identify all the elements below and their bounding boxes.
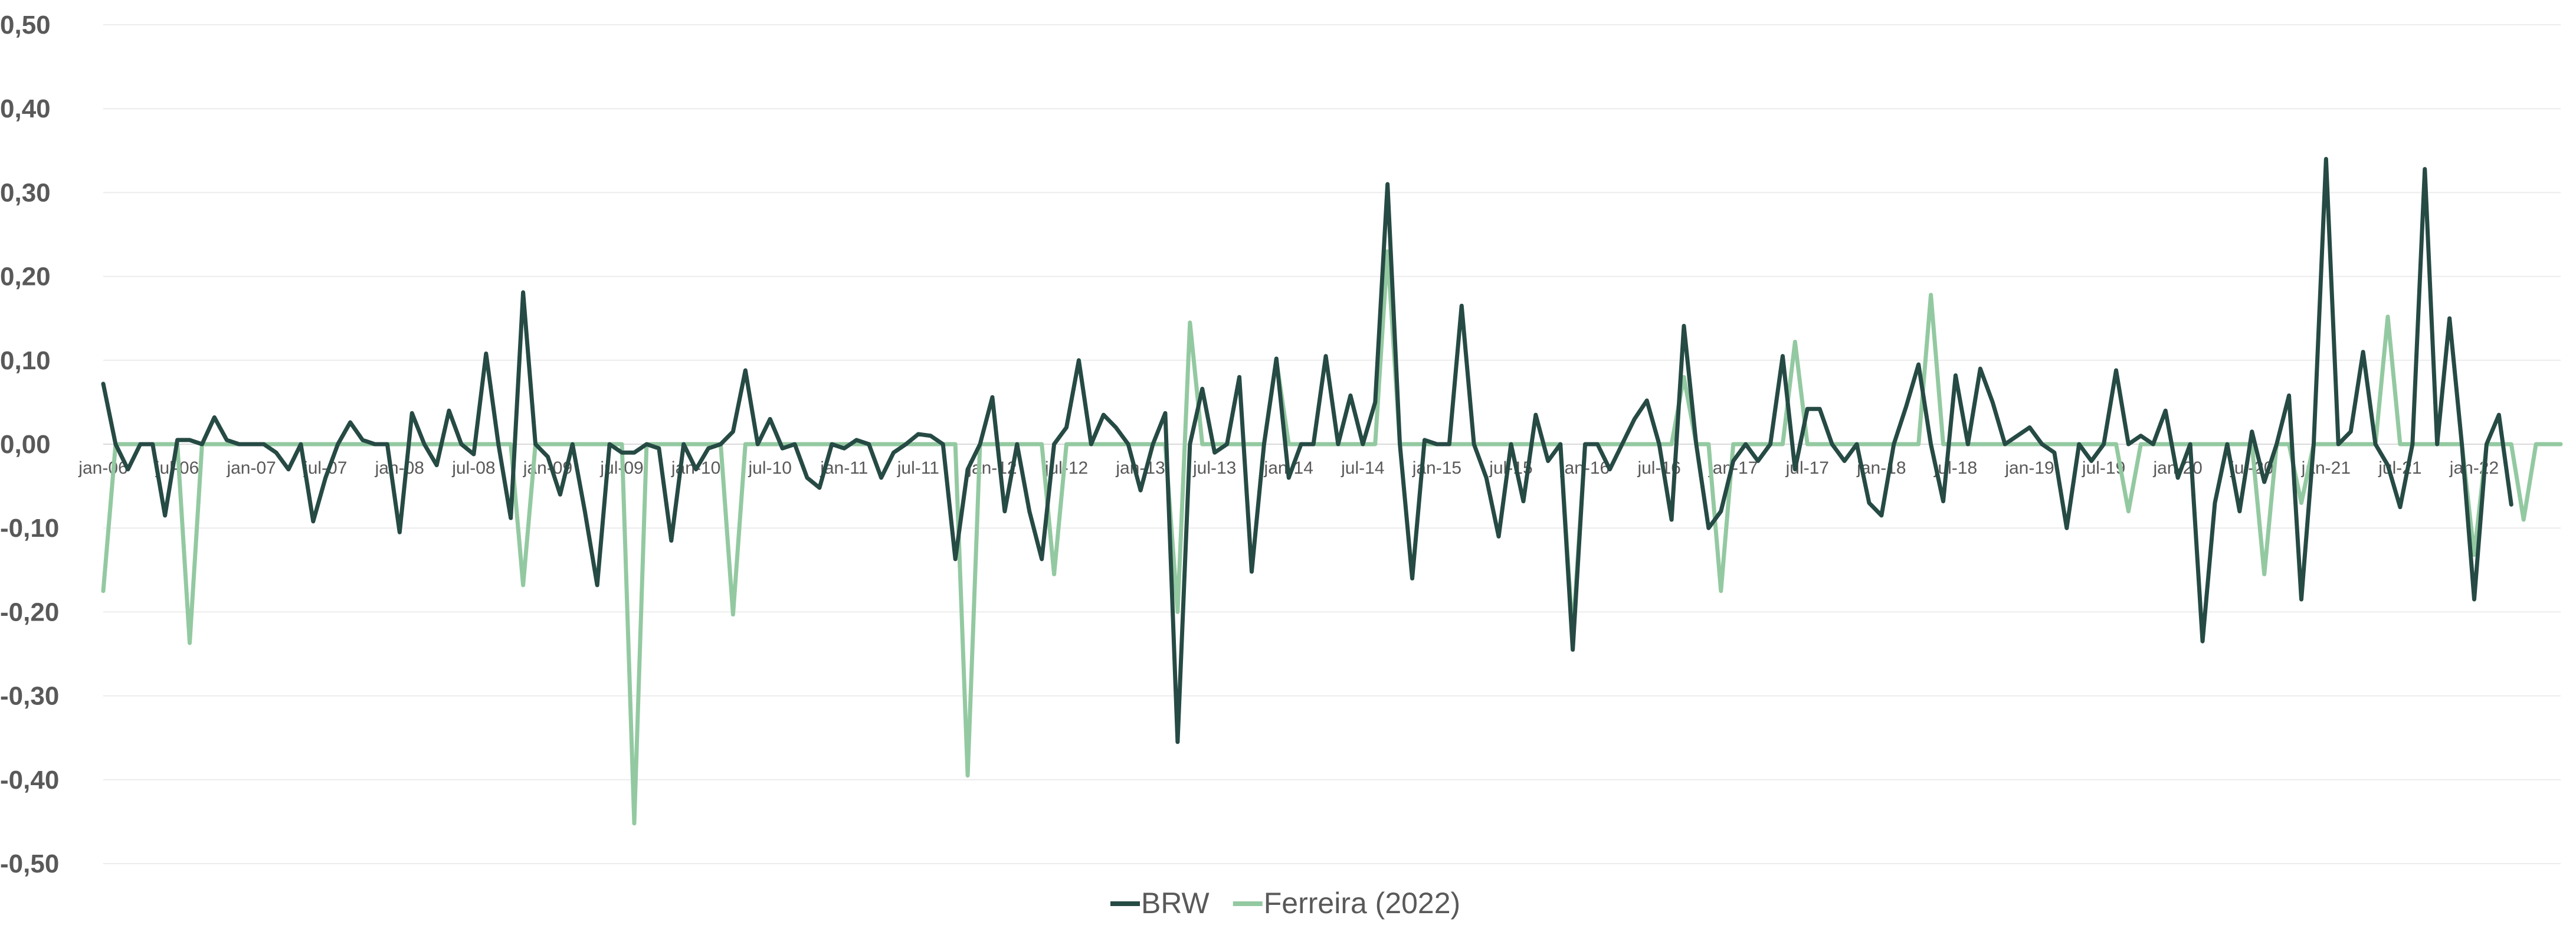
legend-label: BRW	[1141, 887, 1210, 920]
series-line-brw	[101, 157, 2513, 744]
x-tick-label: jul-14	[1341, 458, 1384, 478]
x-tick-label: jul-13	[1192, 458, 1236, 478]
y-tick-label: 0,30	[0, 178, 51, 207]
y-tick-label: -0,30	[0, 682, 59, 711]
y-tick-label: -0,10	[0, 514, 59, 543]
y-tick-label: -0,50	[0, 849, 59, 878]
x-tick-label: jul-17	[1785, 458, 1829, 478]
y-axis-ticks: 0,50 0,40 0,30 0,20 0,10 0,00 -0,10 -0,20 -0,30 -…	[0, 11, 59, 878]
x-tick-label: jan-06	[78, 458, 127, 478]
series-line-ferreira-2022	[101, 249, 2563, 826]
x-tick-label: jul-18	[1933, 458, 1977, 478]
x-tick-label: jan-22	[2449, 458, 2499, 478]
x-tick-label: jan-13	[1115, 458, 1165, 478]
x-tick-label: jul-11	[897, 458, 939, 478]
y-tick-label: -0,20	[0, 598, 59, 626]
y-tick-label: 0,40	[0, 94, 51, 123]
x-tick-label: jan-15	[1412, 458, 1461, 478]
legend-label: Ferreira (2022)	[1264, 887, 1460, 920]
x-tick-label: jul-08	[451, 458, 495, 478]
series-layer	[101, 157, 2563, 826]
y-tick-label: 0,10	[0, 346, 51, 375]
y-tick-label: 0,20	[0, 262, 51, 291]
x-tick-label: jan-19	[2004, 458, 2054, 478]
x-tick-label: jan-12	[967, 458, 1017, 478]
y-tick-label: -0,40	[0, 766, 59, 795]
y-tick-label: 0,50	[0, 11, 51, 40]
x-tick-label: jan-07	[226, 458, 276, 478]
y-tick-label: 0,00	[0, 430, 51, 459]
legend: BRW Ferreira (2022)	[1110, 887, 1460, 920]
x-tick-label: jul-10	[748, 458, 792, 478]
x-tick-label: jan-08	[375, 458, 424, 478]
